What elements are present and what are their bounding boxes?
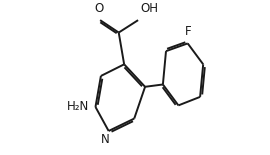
Text: O: O	[94, 2, 103, 15]
Text: N: N	[101, 133, 110, 146]
Text: OH: OH	[141, 2, 159, 15]
Text: H₂N: H₂N	[66, 100, 89, 113]
Text: F: F	[184, 25, 191, 38]
